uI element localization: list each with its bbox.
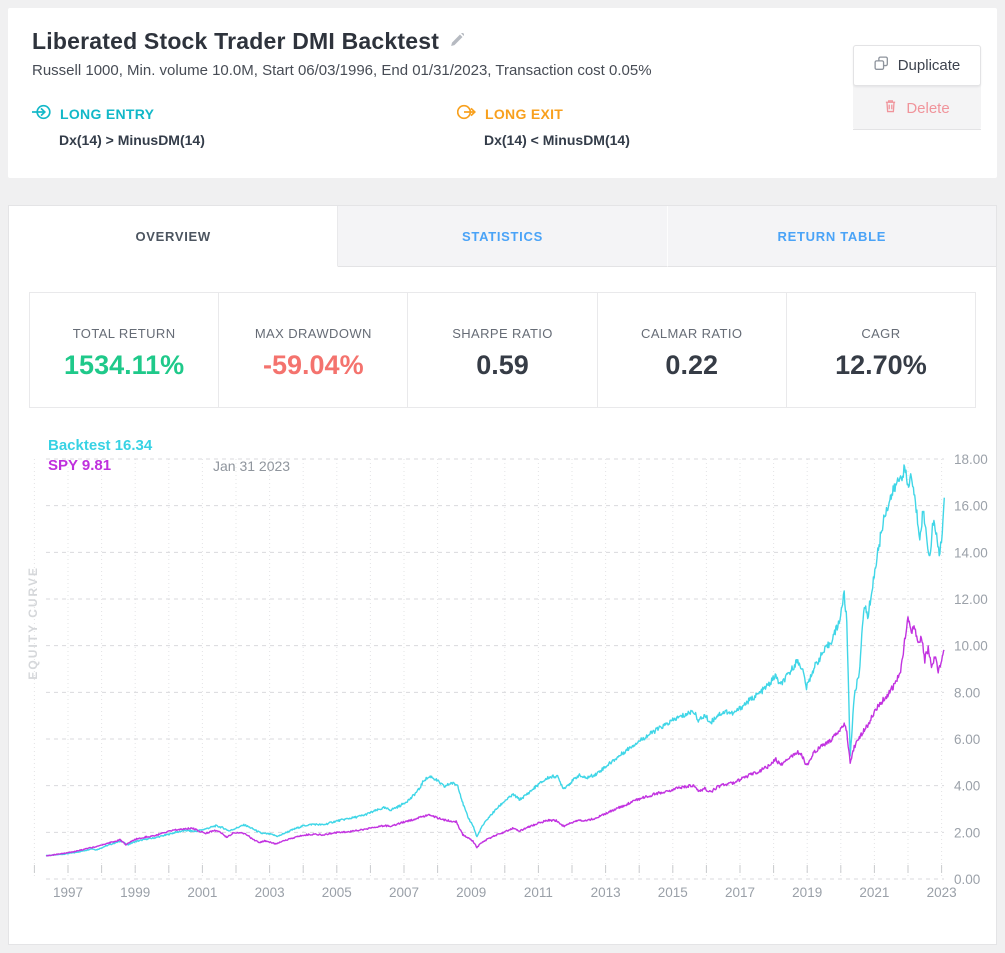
- long-exit-label: LONG EXIT: [485, 105, 564, 122]
- svg-text:2.00: 2.00: [954, 825, 980, 840]
- delete-button-label: Delete: [906, 99, 950, 117]
- stat-label: CALMAR RATIO: [641, 326, 743, 341]
- stat-value: 0.22: [665, 350, 718, 380]
- copy-icon: [874, 56, 889, 75]
- long-entry-head: LONG ENTRY: [32, 103, 457, 124]
- stat-value: 1534.11%: [64, 350, 185, 380]
- svg-text:0.00: 0.00: [954, 872, 980, 887]
- svg-text:4.00: 4.00: [954, 779, 980, 794]
- stat-calmar-ratio: CALMAR RATIO 0.22: [596, 293, 786, 407]
- stat-label: TOTAL RETURN: [72, 326, 176, 341]
- svg-text:10.00: 10.00: [954, 639, 988, 654]
- long-entry-label: LONG ENTRY: [60, 105, 155, 122]
- chart-date-label: Jan 31 2023: [213, 458, 291, 474]
- long-entry-rule: LONG ENTRY Dx(14) > MinusDM(14): [32, 103, 457, 148]
- svg-text:12.00: 12.00: [954, 592, 988, 607]
- svg-text:2015: 2015: [658, 885, 688, 900]
- legend-item: SPY 9.81: [48, 457, 112, 474]
- results-card: OVERVIEW STATISTICS RETURN TABLE TOTAL R…: [8, 205, 997, 945]
- backtest-settings-summary: Russell 1000, Min. volume 10.0M, Start 0…: [32, 62, 652, 79]
- long-exit-icon: [456, 103, 477, 124]
- stat-label: SHARPE RATIO: [452, 326, 553, 341]
- svg-text:1999: 1999: [120, 885, 150, 900]
- svg-text:2005: 2005: [322, 885, 352, 900]
- long-exit-head: LONG EXIT: [456, 103, 882, 124]
- equity-curve-chart: Backtest 16.34 SPY 9.81 Jan 31 2023 EQUI…: [9, 436, 996, 911]
- backtest-header-card: Liberated Stock Trader DMI Backtest Russ…: [8, 8, 997, 178]
- stat-label: CAGR: [861, 326, 901, 341]
- tab-overview[interactable]: OVERVIEW: [9, 206, 339, 267]
- page-title: Liberated Stock Trader DMI Backtest: [32, 28, 440, 54]
- svg-text:2007: 2007: [389, 885, 419, 900]
- svg-text:2017: 2017: [725, 885, 755, 900]
- svg-text:2009: 2009: [456, 885, 486, 900]
- svg-text:2023: 2023: [927, 885, 957, 900]
- long-entry-condition: Dx(14) > MinusDM(14): [59, 132, 205, 148]
- svg-text:18.00: 18.00: [954, 452, 988, 467]
- tab-statistics[interactable]: STATISTICS: [338, 206, 667, 267]
- long-exit-condition: Dx(14) < MinusDM(14): [484, 132, 630, 148]
- svg-text:2019: 2019: [792, 885, 822, 900]
- svg-text:6.00: 6.00: [954, 732, 980, 747]
- delete-button[interactable]: Delete: [853, 86, 981, 130]
- stat-max-drawdown: MAX DRAWDOWN -59.04%: [218, 293, 407, 407]
- header-actions: Duplicate Delete: [853, 45, 981, 130]
- stat-value: 0.59: [476, 350, 529, 380]
- stat-sharpe-ratio: SHARPE RATIO 0.59: [407, 293, 596, 407]
- trash-icon: [884, 99, 897, 117]
- duplicate-button-label: Duplicate: [897, 57, 961, 74]
- duplicate-button[interactable]: Duplicate: [853, 45, 981, 86]
- stat-total-return: TOTAL RETURN 1534.11%: [30, 293, 218, 407]
- stat-value: 12.70%: [835, 350, 927, 380]
- svg-text:2011: 2011: [524, 885, 553, 900]
- long-exit-rule: LONG EXIT Dx(14) < MinusDM(14): [456, 103, 882, 148]
- chart-y-axis-title: EQUITY CURVE: [26, 566, 40, 680]
- tab-return-table[interactable]: RETURN TABLE: [666, 206, 996, 267]
- svg-text:2003: 2003: [255, 885, 285, 900]
- summary-stats: TOTAL RETURN 1534.11% MAX DRAWDOWN -59.0…: [29, 292, 976, 408]
- long-entry-icon: [32, 103, 51, 124]
- svg-text:2021: 2021: [859, 885, 889, 900]
- svg-text:2001: 2001: [187, 885, 217, 900]
- svg-text:14.00: 14.00: [954, 545, 988, 560]
- svg-text:16.00: 16.00: [954, 499, 988, 514]
- stat-cagr: CAGR 12.70%: [785, 293, 975, 407]
- chart-legend: Backtest 16.34 SPY 9.81: [48, 436, 152, 476]
- svg-text:1997: 1997: [53, 885, 83, 900]
- equity-chart-svg: 18.00 16.00 14.00 12.00 10.00 8.00 6.00 4.00 2.0…: [33, 452, 988, 900]
- results-tabs: OVERVIEW STATISTICS RETURN TABLE: [9, 206, 996, 267]
- svg-text:2013: 2013: [591, 885, 621, 900]
- stat-label: MAX DRAWDOWN: [254, 326, 372, 341]
- legend-item: Backtest 16.34: [48, 437, 153, 454]
- edit-title-icon[interactable]: [449, 32, 465, 53]
- stat-value: -59.04%: [263, 350, 364, 380]
- svg-text:8.00: 8.00: [954, 685, 980, 700]
